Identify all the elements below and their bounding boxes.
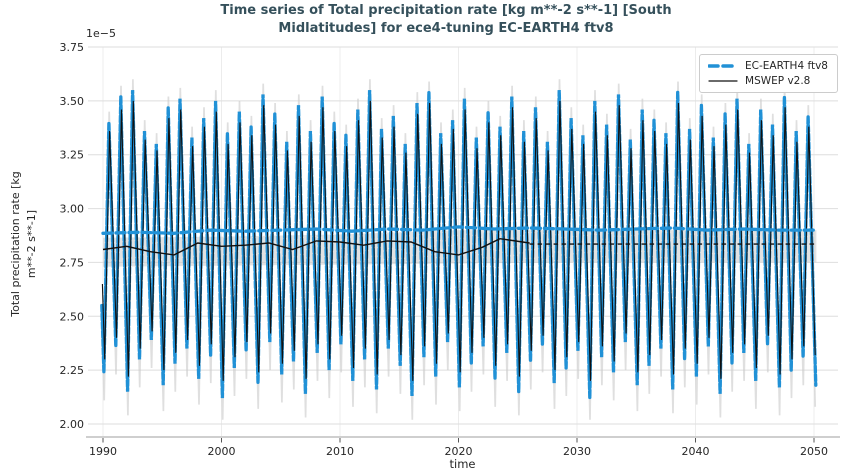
legend-item-label: EC-EARTH4 ftv8 [745,60,828,72]
legend-item-label: MSWEP v2.8 [745,75,811,87]
obs-rolling-mean-line [102,237,530,256]
x-tick-label: 2000 [208,445,236,458]
x-tick-label: 2020 [445,445,473,458]
dashed-line-icon [708,64,739,68]
model-series-line [100,90,818,399]
legend-item: MSWEP v2.8 [708,75,828,87]
chart-title-line2: Midlatitudes] for ece4-tuning EC-EARTH4 … [278,21,614,36]
y-tick-label: 3.50 [60,95,85,108]
y-axis-offset-label: 1e−5 [86,27,116,40]
solid-line-icon [708,80,738,82]
y-tick-label: 3.25 [60,149,85,162]
y-tick-label: 2.00 [60,418,85,431]
x-tick-label: 2010 [326,445,354,458]
x-tick-label: 2040 [682,445,710,458]
chart-title: Time series of Total precipitation rate … [60,2,832,38]
x-tick-label: 1990 [89,445,117,458]
obs-series-line [101,100,816,381]
legend-item: EC-EARTH4 ftv8 [708,60,828,72]
y-tick-label: 2.25 [60,364,85,377]
x-axis-label: time [449,457,476,471]
y-tick-label: 3.75 [60,41,85,54]
chart-title-line1: Time series of Total precipitation rate … [220,3,672,18]
model-rolling-mean-line [101,225,819,235]
legend: EC-EARTH4 ftv8 MSWEP v2.8 [699,54,838,93]
x-tick-label: 2030 [563,445,591,458]
y-tick-label: 2.75 [60,256,85,269]
y-tick-label: 2.50 [60,310,85,323]
x-tick-label: 2050 [800,445,828,458]
y-tick-label: 3.00 [60,203,85,216]
